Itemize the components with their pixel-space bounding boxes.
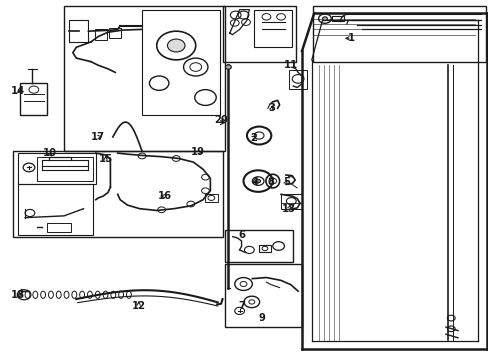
- Text: 11: 11: [284, 60, 298, 70]
- Text: 12: 12: [131, 301, 145, 311]
- Circle shape: [225, 65, 231, 69]
- Text: 4: 4: [251, 177, 258, 187]
- Bar: [37, 157, 93, 181]
- Circle shape: [167, 39, 184, 52]
- Text: 2: 2: [249, 133, 256, 143]
- Bar: [47, 223, 71, 232]
- Bar: [64, 6, 224, 151]
- Bar: [13, 151, 222, 237]
- Text: 18: 18: [11, 291, 25, 301]
- Bar: [259, 245, 271, 252]
- Bar: [281, 194, 302, 209]
- Circle shape: [322, 17, 327, 21]
- Bar: [142, 10, 220, 116]
- Bar: [224, 264, 302, 327]
- Bar: [312, 6, 485, 62]
- Bar: [289, 69, 306, 89]
- Text: 8: 8: [267, 177, 274, 187]
- Text: 5: 5: [283, 177, 289, 187]
- Bar: [20, 83, 47, 116]
- Bar: [69, 21, 88, 42]
- Bar: [18, 153, 96, 184]
- Text: 13: 13: [281, 204, 295, 215]
- Text: 20: 20: [214, 115, 228, 125]
- Text: 14: 14: [11, 86, 25, 96]
- Text: 1: 1: [347, 33, 355, 43]
- Text: 19: 19: [191, 147, 205, 157]
- Bar: [222, 6, 295, 62]
- Text: 9: 9: [258, 313, 264, 323]
- Bar: [18, 184, 93, 234]
- Bar: [224, 230, 293, 262]
- Bar: [254, 10, 292, 47]
- Text: 10: 10: [42, 148, 56, 158]
- Text: 3: 3: [268, 103, 275, 113]
- Text: 16: 16: [157, 191, 171, 201]
- Bar: [95, 30, 106, 40]
- Circle shape: [255, 179, 260, 183]
- Text: 6: 6: [238, 230, 244, 239]
- Bar: [331, 16, 344, 21]
- Text: 15: 15: [98, 154, 112, 164]
- Text: 7: 7: [238, 301, 244, 311]
- Bar: [205, 194, 217, 202]
- Bar: [109, 28, 121, 39]
- Text: 17: 17: [91, 132, 105, 142]
